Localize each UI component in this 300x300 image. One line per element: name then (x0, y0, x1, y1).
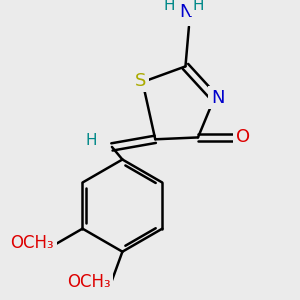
Text: N: N (179, 3, 193, 21)
Text: H: H (193, 0, 204, 13)
Text: OCH₃: OCH₃ (67, 273, 110, 291)
Text: OCH₃: OCH₃ (11, 234, 54, 252)
Text: S: S (135, 72, 146, 90)
Text: H: H (85, 133, 97, 148)
Text: N: N (211, 89, 224, 107)
Text: H: H (163, 0, 175, 13)
Text: O: O (236, 128, 250, 146)
